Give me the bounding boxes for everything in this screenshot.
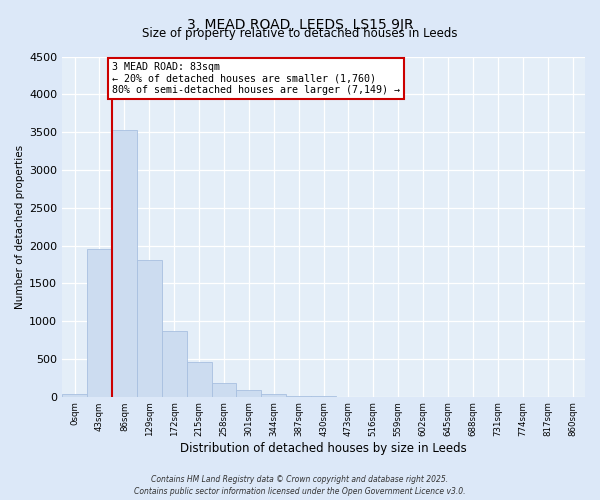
Bar <box>162 331 187 396</box>
Bar <box>87 250 112 396</box>
Bar <box>137 260 162 396</box>
Bar <box>212 383 236 396</box>
Text: Size of property relative to detached houses in Leeds: Size of property relative to detached ho… <box>142 28 458 40</box>
Y-axis label: Number of detached properties: Number of detached properties <box>15 144 25 308</box>
Bar <box>187 362 212 396</box>
Text: 3 MEAD ROAD: 83sqm
← 20% of detached houses are smaller (1,760)
80% of semi-deta: 3 MEAD ROAD: 83sqm ← 20% of detached hou… <box>112 62 400 95</box>
Bar <box>262 394 286 396</box>
X-axis label: Distribution of detached houses by size in Leeds: Distribution of detached houses by size … <box>180 442 467 455</box>
Bar <box>236 390 262 396</box>
Bar <box>62 394 87 396</box>
Text: 3, MEAD ROAD, LEEDS, LS15 9JR: 3, MEAD ROAD, LEEDS, LS15 9JR <box>187 18 413 32</box>
Bar <box>112 130 137 396</box>
Text: Contains HM Land Registry data © Crown copyright and database right 2025.
Contai: Contains HM Land Registry data © Crown c… <box>134 474 466 496</box>
